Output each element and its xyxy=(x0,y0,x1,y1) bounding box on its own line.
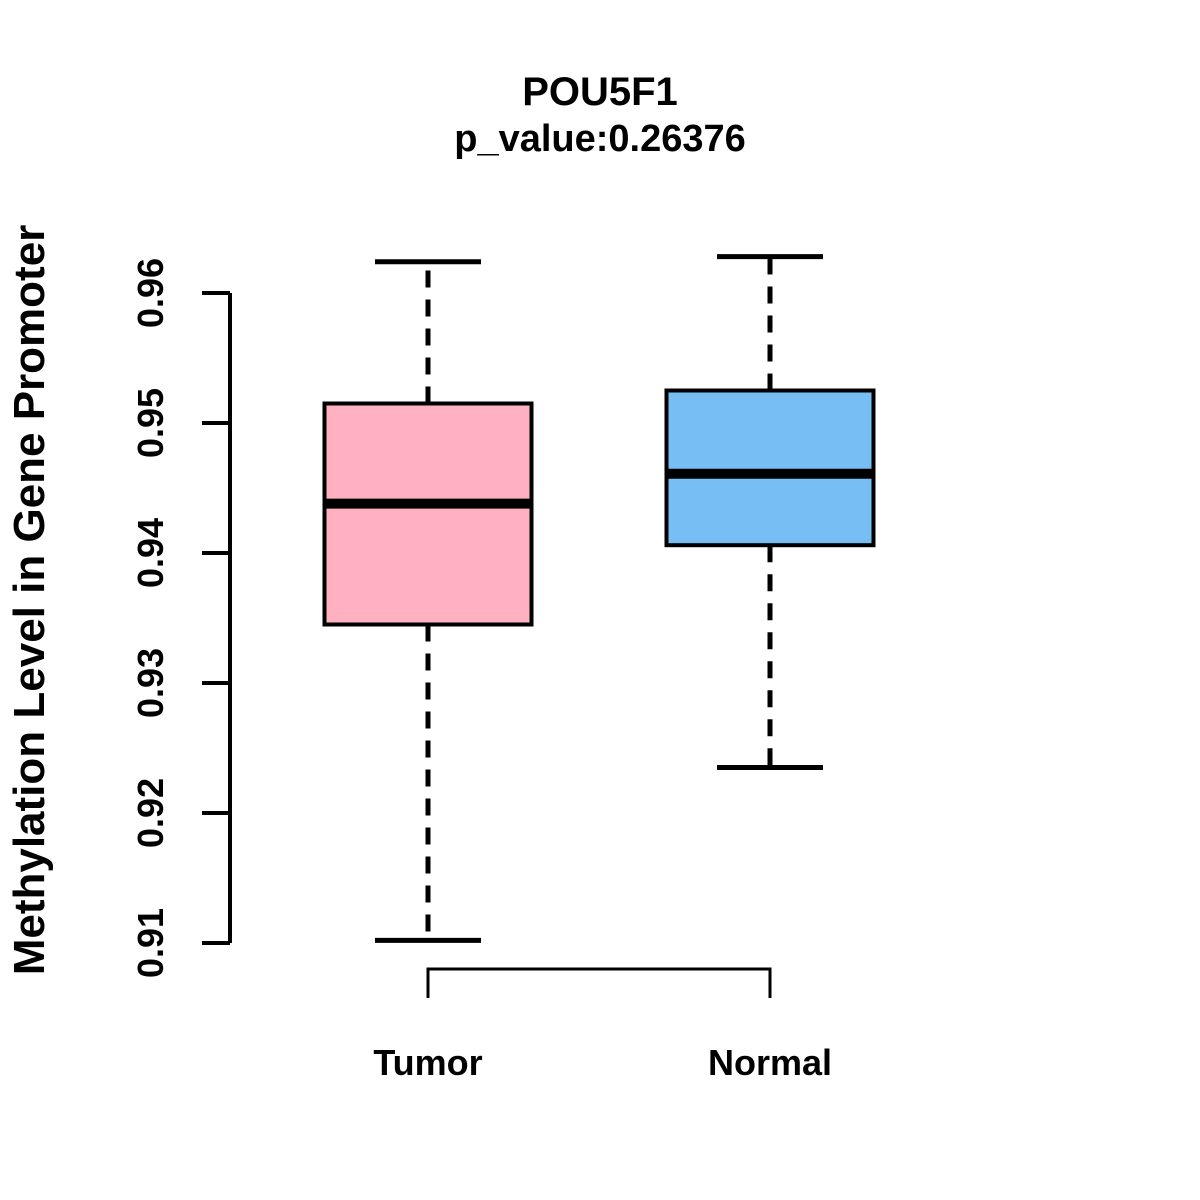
normal-box xyxy=(664,388,876,548)
x-axis-bracket xyxy=(426,967,772,998)
y-tick-label: 0.93 xyxy=(130,648,171,718)
y-tick-label: 0.95 xyxy=(130,388,171,458)
y-tick-label: 0.91 xyxy=(130,908,171,978)
x-category-label-normal: Normal xyxy=(708,1042,832,1083)
x-category-label-tumor: Tumor xyxy=(373,1042,482,1083)
y-tick-label: 0.96 xyxy=(130,258,171,328)
y-tick-label: 0.92 xyxy=(130,778,171,848)
x-axis: Tumor Normal xyxy=(373,967,832,1083)
tumor-box xyxy=(322,401,534,627)
chart-subtitle: p_value:0.26376 xyxy=(454,118,746,160)
y-axis: 0.91 0.92 0.93 0.94 0.95 0.96 xyxy=(130,258,232,978)
y-tick-label: 0.94 xyxy=(130,518,171,588)
boxplots xyxy=(322,254,876,943)
chart-title: POU5F1 xyxy=(522,70,678,114)
y-axis-label: Methylation Level in Gene Promoter xyxy=(5,225,54,976)
